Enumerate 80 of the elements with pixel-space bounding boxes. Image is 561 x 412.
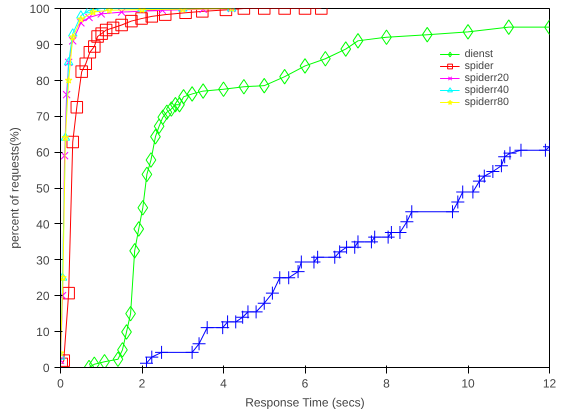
point (70, 100, 84, 114)
legend-label: spiderr20 (464, 72, 509, 84)
point (68, 36, 77, 45)
point (400, 214, 414, 229)
x-tick-label: 0 (57, 376, 64, 390)
x-tick-label: 10 (461, 376, 475, 390)
point (162, 104, 172, 120)
point (125, 14, 138, 28)
point (310, 250, 325, 264)
y-tick-label: 20 (36, 289, 50, 304)
x-axis-title: Response Time (secs) (245, 396, 365, 410)
y-tick-label: 30 (36, 253, 50, 268)
y-tick-label: 60 (36, 146, 50, 160)
point (95, 27, 108, 40)
point (97, 10, 106, 18)
legend-label: spider (464, 60, 494, 72)
point (89, 8, 97, 16)
point (179, 8, 192, 20)
point (76, 10, 86, 19)
point (157, 110, 168, 126)
point (135, 12, 148, 25)
point (422, 26, 433, 42)
point (381, 230, 396, 244)
point (364, 234, 378, 249)
y-tick-label: 80 (36, 74, 50, 88)
legend-label: spiderr40 (464, 84, 509, 96)
point (62, 286, 75, 300)
point (446, 204, 460, 219)
point (66, 136, 79, 148)
x-tick-label: 4 (220, 376, 228, 390)
point (88, 40, 101, 53)
point (154, 345, 169, 360)
point (75, 65, 88, 78)
legend-label: spiderr80 (464, 96, 509, 108)
x-tick-label: 8 (383, 376, 390, 390)
y-tick-label: 10 (36, 325, 50, 340)
point (100, 24, 112, 36)
point (64, 76, 72, 84)
y-tick-label: 70 (36, 110, 50, 124)
y-tick-label: 50 (36, 182, 50, 196)
point (77, 15, 85, 23)
point (340, 41, 352, 57)
point (68, 33, 77, 41)
point (68, 28, 78, 37)
y-tick-label: 100 (29, 2, 50, 16)
point (502, 146, 517, 160)
point (498, 150, 512, 164)
point (265, 286, 280, 300)
point (350, 234, 365, 249)
y-tick-label: 90 (36, 38, 50, 52)
point (60, 152, 69, 160)
point (91, 30, 104, 43)
point (84, 13, 94, 22)
point (106, 22, 120, 34)
point (514, 143, 528, 158)
point (80, 58, 92, 70)
point (76, 18, 85, 27)
point (200, 320, 214, 335)
point (137, 200, 148, 216)
point (84, 46, 96, 59)
point (404, 204, 419, 219)
point (348, 240, 362, 254)
point (62, 90, 71, 99)
point (258, 78, 270, 94)
x-tick-label: 12 (542, 376, 556, 390)
y-axis-title: percent of requests(%) (7, 127, 22, 249)
point (154, 118, 164, 134)
x-tick-label: 2 (138, 376, 146, 390)
x-tick-label: 6 (302, 376, 309, 390)
y-tick-label: 40 (36, 217, 50, 232)
point (118, 8, 126, 16)
point (503, 19, 514, 35)
legend-label: dienst (464, 48, 493, 60)
point (133, 221, 144, 237)
point (368, 230, 382, 244)
point (99, 354, 110, 368)
point (450, 195, 465, 209)
point (146, 10, 158, 23)
point (115, 18, 128, 32)
y-tick-label: 0 (42, 361, 50, 375)
